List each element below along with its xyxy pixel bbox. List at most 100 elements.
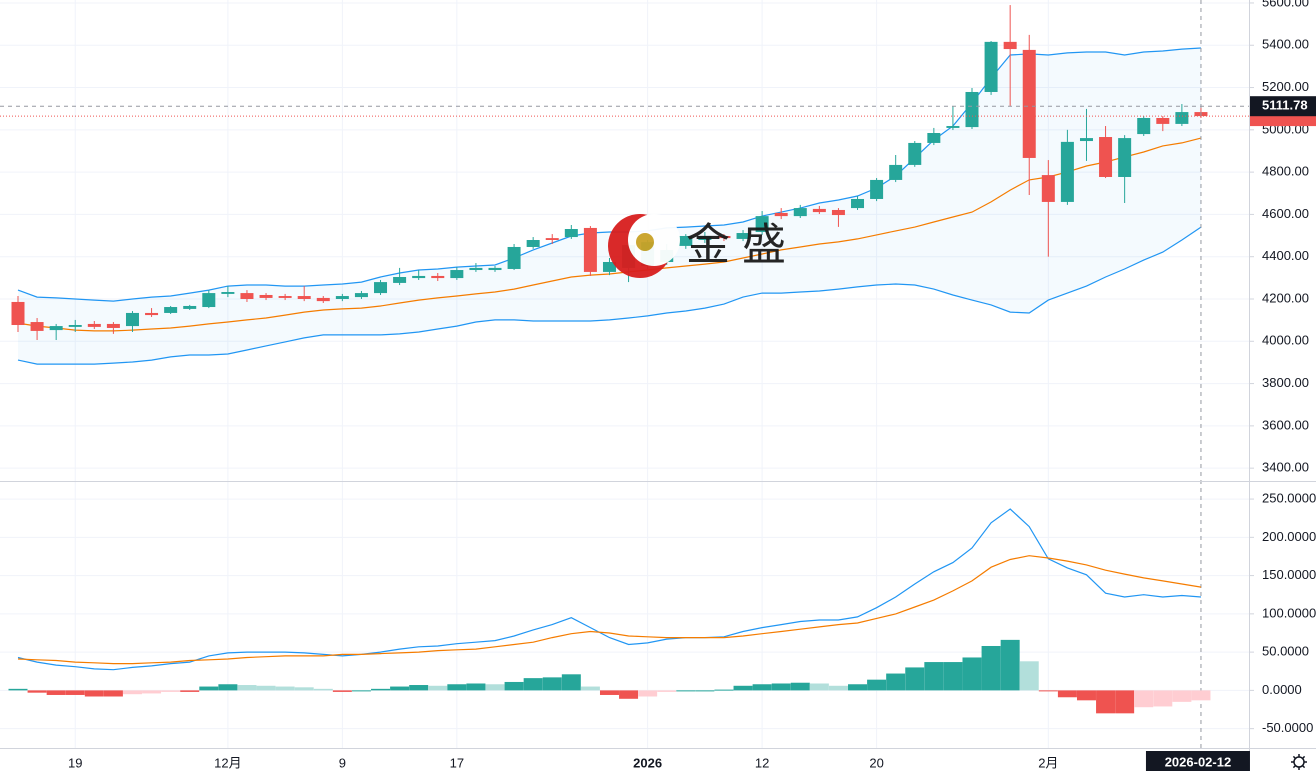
candle-body xyxy=(946,126,960,128)
histogram-bar xyxy=(84,690,104,697)
candle-body xyxy=(30,322,44,331)
histogram-bar xyxy=(256,685,276,691)
histogram-bar xyxy=(962,657,982,691)
candle-body xyxy=(793,208,807,217)
candle-body xyxy=(1041,175,1055,202)
settings-icon[interactable] xyxy=(1291,754,1307,770)
logo-cutout xyxy=(628,214,680,266)
histogram-bar xyxy=(485,684,505,691)
histogram-bar xyxy=(1191,690,1211,701)
x-tick-label: 9 xyxy=(339,755,346,770)
histogram-bar xyxy=(752,684,772,691)
x-tick-label: 19 xyxy=(68,755,82,770)
candle-body xyxy=(1137,117,1151,135)
histogram-bar xyxy=(561,674,581,691)
crosshair-date-box xyxy=(1145,751,1250,771)
histogram-bar xyxy=(390,686,410,691)
candle-body xyxy=(488,267,502,271)
y-tick-label: 3800.00 xyxy=(1262,375,1309,390)
histogram-bar xyxy=(8,688,28,691)
candle-body xyxy=(984,41,998,92)
histogram-bar xyxy=(409,685,429,691)
candle-body xyxy=(431,275,445,279)
candle-body xyxy=(545,238,559,240)
histogram-bar xyxy=(828,685,848,691)
logo-dot xyxy=(636,233,654,251)
y-tick-label: 4200.00 xyxy=(1262,290,1309,305)
candle-body xyxy=(278,296,292,298)
candle-body xyxy=(927,133,941,143)
y-tick-label: -50.0000 xyxy=(1262,720,1313,735)
histogram-bar xyxy=(1076,690,1096,701)
candle-body xyxy=(889,164,903,180)
histogram-bar xyxy=(27,690,47,693)
histogram-bar xyxy=(1172,690,1192,702)
histogram-bar xyxy=(657,690,677,692)
x-tick-label: 2月 xyxy=(1038,755,1058,770)
mark-layer xyxy=(0,0,1249,748)
candle-body xyxy=(240,293,254,299)
candle-body xyxy=(297,296,311,299)
histogram-bar xyxy=(46,690,66,695)
x-tick-label: 12 xyxy=(755,755,769,770)
macd-line xyxy=(17,555,1202,665)
histogram-bar xyxy=(886,673,906,691)
histogram-bar xyxy=(1096,690,1116,714)
candle-body xyxy=(755,216,769,232)
histogram-bar xyxy=(313,688,333,691)
histogram-bar xyxy=(294,687,314,691)
candle-body xyxy=(106,323,120,328)
watermark-text: 金盛 xyxy=(686,221,798,270)
y-tick-label: 50.0000 xyxy=(1262,644,1309,659)
y-tick-label: 4400.00 xyxy=(1262,248,1309,263)
y-tick-label: 250.0000 xyxy=(1262,491,1316,506)
histogram-bar xyxy=(599,690,619,695)
histogram-bar xyxy=(790,682,810,691)
histogram-bar xyxy=(65,690,85,695)
histogram-bar xyxy=(504,681,524,691)
histogram-bar xyxy=(122,690,142,695)
candle-body xyxy=(164,307,178,313)
histogram-bar xyxy=(695,690,715,692)
histogram-bar xyxy=(466,683,486,691)
candle-body xyxy=(1060,141,1074,202)
candle-body xyxy=(1118,138,1132,177)
crosshair-price-box xyxy=(1250,96,1316,117)
candle-body xyxy=(1175,112,1189,124)
histogram-bar xyxy=(351,690,371,692)
y-tick-label: 5200.00 xyxy=(1262,79,1309,94)
candle-body xyxy=(221,292,235,294)
candle-body xyxy=(1079,138,1093,142)
candle-body xyxy=(412,275,426,279)
histogram-bar xyxy=(580,686,600,691)
y-tick-label: 100.0000 xyxy=(1262,605,1316,620)
candle-body xyxy=(679,235,693,246)
candle-body xyxy=(774,212,788,217)
histogram-bar xyxy=(638,690,658,697)
candle-body xyxy=(393,277,407,283)
y-tick-label: 4800.00 xyxy=(1262,164,1309,179)
candle-body xyxy=(698,235,712,240)
histogram-bar xyxy=(199,686,219,691)
candle-body xyxy=(450,270,464,279)
band-fill xyxy=(18,48,1201,365)
candle-body xyxy=(717,235,731,239)
candle-body xyxy=(583,227,597,272)
x-tick-label: 17 xyxy=(450,755,464,770)
candle-body xyxy=(526,240,540,247)
histogram-bar xyxy=(1134,690,1154,708)
histogram-bar xyxy=(332,690,352,692)
candle-body xyxy=(374,282,388,294)
histogram-bar xyxy=(218,684,238,691)
candle-body xyxy=(602,261,616,272)
histogram-bar xyxy=(1115,690,1135,714)
candle-body xyxy=(870,179,884,199)
candle-body xyxy=(965,91,979,128)
histogram-bar xyxy=(1000,639,1020,691)
y-tick-label: 4000.00 xyxy=(1262,333,1309,348)
crosshair-price-label: 5111.78 xyxy=(1262,98,1308,113)
x-tick-label: 12月 xyxy=(214,755,241,770)
candle-body xyxy=(1022,49,1036,158)
histogram-bar xyxy=(619,690,639,699)
